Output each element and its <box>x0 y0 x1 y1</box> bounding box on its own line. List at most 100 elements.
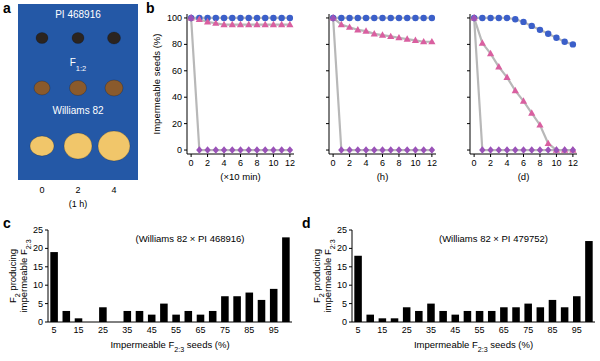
marker <box>262 21 269 27</box>
bar <box>512 307 520 322</box>
x-tick-label: 55 <box>171 325 181 335</box>
y-tick <box>326 17 329 18</box>
bar <box>585 241 593 322</box>
y-tick <box>326 44 329 45</box>
data-group <box>50 237 289 322</box>
subscript: 1:2 <box>76 64 86 73</box>
marker <box>528 109 535 115</box>
marker <box>487 146 493 154</box>
x-tick-label: 2 <box>205 158 210 168</box>
marker <box>529 23 535 29</box>
y-tick <box>326 150 329 151</box>
bar <box>63 311 71 322</box>
bar <box>75 318 83 322</box>
bar <box>524 304 532 322</box>
y-tick <box>467 17 470 18</box>
marker <box>254 146 260 154</box>
marker <box>363 15 369 21</box>
text-run: impermeable F <box>322 249 333 313</box>
marker <box>553 146 559 154</box>
marker <box>388 146 394 154</box>
x-tick <box>349 154 350 157</box>
bar <box>270 289 278 322</box>
text-run: (×10 min) <box>220 171 260 182</box>
marker <box>270 146 276 154</box>
x-tick-label: 75 <box>523 325 533 335</box>
marker <box>512 16 518 22</box>
y-tick <box>349 266 352 267</box>
time-label: 4 <box>111 185 116 195</box>
marker <box>545 146 551 154</box>
marker <box>420 15 426 21</box>
subscript: 2:3 <box>478 346 488 354</box>
x-tick-label: 12 <box>427 158 437 168</box>
marker <box>537 27 543 33</box>
subscript: 2:3 <box>329 239 337 249</box>
marker <box>545 31 551 37</box>
marker <box>396 15 402 21</box>
marker <box>212 19 219 25</box>
marker <box>204 146 210 154</box>
x-tick <box>398 154 399 157</box>
row-label: F1:2 <box>70 57 87 73</box>
y-tick <box>45 248 48 249</box>
marker <box>379 31 386 37</box>
y-tick <box>184 123 187 124</box>
seed <box>36 33 48 44</box>
seed <box>108 32 121 44</box>
x-axis-label: (h) <box>377 171 389 182</box>
x-tick-label: 25 <box>98 325 108 335</box>
y-tick-label: 20 <box>172 119 182 129</box>
marker <box>338 21 345 27</box>
bar <box>354 256 362 322</box>
text-run: seeds (%) <box>184 339 229 350</box>
marker <box>404 15 410 21</box>
bar <box>561 307 569 322</box>
marker <box>395 34 402 40</box>
x-axis-label: Impermeable F2:3 seeds (%) <box>110 339 229 354</box>
figure: PI 468916F1:2Williams 82024(1 h)abcd0204… <box>0 0 600 361</box>
marker <box>371 146 377 154</box>
marker <box>338 146 344 154</box>
x-tick-label: 0 <box>189 158 194 168</box>
bar <box>379 318 387 322</box>
marker <box>330 14 336 22</box>
chart-title: (Williams 82 × PI 468916) <box>135 233 244 244</box>
marker <box>529 146 535 154</box>
y-tick <box>326 70 329 71</box>
subscript: 2:3 <box>174 346 184 354</box>
y-axis-label: impermeable F2:3 <box>322 239 337 312</box>
marker <box>487 50 494 56</box>
x-tick-label: 0 <box>472 158 477 168</box>
y-tick <box>349 285 352 286</box>
x-tick <box>256 154 257 157</box>
marker <box>213 146 219 154</box>
y-tick <box>467 97 470 98</box>
bar <box>476 311 484 322</box>
photo-background <box>18 4 138 180</box>
seed <box>72 33 84 44</box>
y-axis-line <box>470 14 471 154</box>
marker <box>561 39 567 45</box>
series-line <box>333 18 432 150</box>
x-tick-label: 8 <box>254 158 259 168</box>
seed <box>30 136 54 156</box>
text-run: impermeable F <box>18 249 29 313</box>
seed <box>34 81 50 95</box>
x-tick-label: 75 <box>220 325 230 335</box>
text-run: (h) <box>377 171 389 182</box>
marker <box>479 39 486 45</box>
marker <box>371 30 378 36</box>
x-tick-label: 65 <box>499 325 509 335</box>
marker <box>412 146 418 154</box>
text-run: Williams 82 <box>52 105 104 116</box>
series-line <box>474 18 573 150</box>
y-tick-label: 5 <box>342 299 347 309</box>
data-group <box>188 14 294 154</box>
y-tick-label: 25 <box>337 225 347 235</box>
bar <box>233 296 241 322</box>
marker <box>237 21 244 27</box>
time-label: 2 <box>75 185 80 195</box>
x-tick-label: 2 <box>347 158 352 168</box>
y-tick-label: 20 <box>33 243 43 253</box>
